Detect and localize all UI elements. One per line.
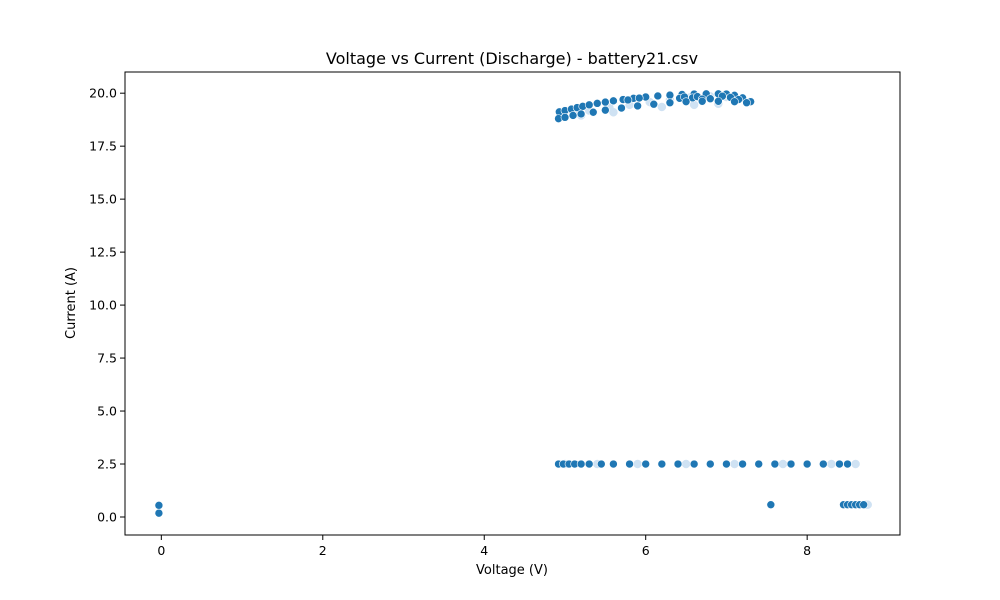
- x-tick-label: 4: [480, 543, 488, 558]
- data-point: [597, 459, 606, 469]
- x-tick-label: 8: [803, 543, 811, 558]
- data-point: [843, 459, 852, 469]
- data-point: [697, 96, 707, 106]
- data-point: [657, 459, 667, 469]
- chart-title: Voltage vs Current (Discharge) - battery…: [326, 49, 698, 68]
- y-tick-label: 20.0: [89, 86, 117, 101]
- data-point: [568, 111, 578, 120]
- y-tick-label: 10.0: [89, 298, 117, 313]
- data-point-light: [689, 100, 699, 110]
- data-point-light: [730, 459, 739, 469]
- data-point: [673, 459, 683, 469]
- data-point: [641, 459, 651, 469]
- data-point-light: [609, 108, 618, 117]
- light-point-layer: [556, 92, 872, 509]
- y-tick-label: 12.5: [89, 245, 117, 260]
- data-point: [859, 500, 868, 509]
- data-point-light: [827, 459, 836, 469]
- data-point: [601, 105, 610, 115]
- x-tick-label: 6: [642, 543, 650, 558]
- x-tick-label: 0: [157, 543, 165, 558]
- data-point: [634, 93, 644, 103]
- data-point: [601, 97, 610, 107]
- data-point: [738, 459, 747, 469]
- data-point: [592, 99, 602, 108]
- y-tick-label: 2.5: [97, 457, 117, 472]
- data-point: [722, 459, 731, 469]
- x-axis-label: Voltage (V): [476, 563, 548, 578]
- data-point: [609, 459, 618, 469]
- data-point-light: [657, 102, 667, 112]
- data-point: [154, 508, 164, 518]
- data-point: [633, 101, 642, 111]
- data-point: [730, 97, 739, 106]
- data-point: [609, 96, 618, 106]
- y-axis: 0.0 2.5 5.0 7.5 10.0 12.5 15.0 17.5 20.0: [89, 86, 125, 524]
- data-point: [588, 107, 598, 117]
- data-point-light: [778, 459, 788, 469]
- y-tick-label: 17.5: [89, 139, 117, 154]
- data-point: [802, 459, 812, 469]
- data-point: [653, 91, 663, 101]
- data-point: [705, 94, 715, 103]
- y-axis-label: Current (A): [64, 267, 79, 339]
- plot-area-frame: [124, 71, 901, 536]
- data-point: [681, 97, 691, 106]
- data-point: [576, 459, 586, 469]
- data-point: [835, 459, 844, 469]
- data-point-light: [681, 459, 691, 469]
- data-point: [625, 459, 634, 469]
- data-point-light: [851, 459, 860, 469]
- data-point: [714, 96, 723, 106]
- data-point: [705, 459, 715, 469]
- data-point: [154, 501, 164, 510]
- data-point: [766, 500, 776, 509]
- data-point: [754, 459, 764, 469]
- y-tick-label: 5.0: [97, 404, 117, 419]
- data-point: [617, 103, 626, 113]
- data-point: [649, 99, 659, 109]
- data-point-light: [633, 459, 642, 469]
- data-point: [584, 459, 594, 469]
- point-layer: [154, 89, 868, 518]
- data-point: [786, 459, 796, 469]
- data-point: [819, 459, 828, 469]
- data-point: [560, 113, 570, 122]
- data-point: [576, 109, 586, 119]
- y-tick-label: 0.0: [97, 509, 117, 524]
- data-point: [623, 95, 633, 105]
- data-point: [665, 98, 675, 108]
- data-point: [742, 98, 751, 108]
- data-point: [689, 459, 699, 469]
- data-point: [770, 459, 780, 469]
- data-point: [584, 100, 594, 110]
- y-tick-label: 15.0: [89, 192, 117, 207]
- y-tick-label: 7.5: [97, 351, 117, 366]
- data-point: [665, 90, 675, 100]
- x-tick-label: 2: [319, 543, 327, 558]
- x-axis: 0 2 4 6 8: [157, 535, 811, 558]
